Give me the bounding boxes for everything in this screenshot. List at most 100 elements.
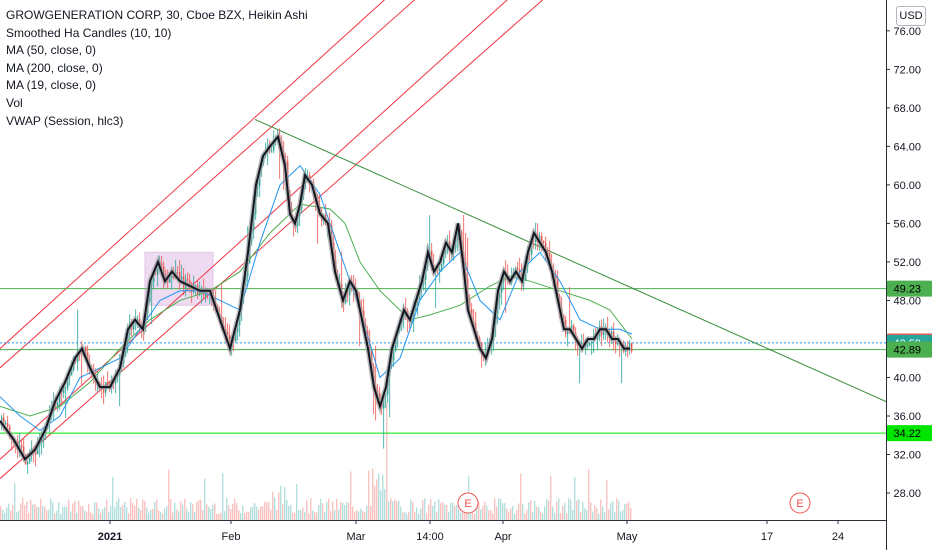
volume-bar bbox=[30, 499, 32, 520]
volume-bar bbox=[160, 511, 162, 520]
candle-body bbox=[179, 272, 181, 280]
volume-bar bbox=[72, 503, 74, 520]
volume-bar bbox=[556, 501, 558, 520]
volume-bar bbox=[354, 511, 356, 520]
volume-bar bbox=[420, 508, 422, 520]
volume-bar bbox=[302, 507, 304, 520]
earnings-label: E bbox=[796, 498, 803, 510]
volume-bar bbox=[40, 498, 42, 520]
volume-bar bbox=[412, 501, 414, 520]
volume-bar bbox=[204, 478, 206, 520]
candle-body bbox=[541, 236, 543, 242]
volume-bar bbox=[306, 500, 308, 520]
legend-indicator-vwap[interactable]: VWAP (Session, hlc3) bbox=[6, 113, 124, 128]
volume-bar bbox=[24, 505, 26, 520]
volume-bar bbox=[592, 511, 594, 520]
volume-bar bbox=[202, 510, 204, 520]
legend-indicator-ma19[interactable]: MA (19, close, 0) bbox=[6, 78, 97, 93]
volume-bar bbox=[316, 512, 318, 520]
volume-bar bbox=[604, 512, 606, 520]
volume-bar bbox=[576, 500, 578, 520]
candle-body bbox=[85, 346, 87, 353]
volume-bar bbox=[2, 510, 4, 520]
volume-bar bbox=[432, 505, 434, 520]
legend-indicator-ma200[interactable]: MA (200, close, 0) bbox=[6, 60, 103, 75]
volume-bar bbox=[20, 503, 22, 520]
volume-bar bbox=[252, 506, 254, 520]
earnings-circle bbox=[457, 492, 479, 514]
legend-indicator-ma50[interactable]: MA (50, close, 0) bbox=[6, 43, 97, 58]
time-tick-label: Feb bbox=[222, 531, 241, 543]
candle-body bbox=[27, 461, 29, 465]
volume-bar bbox=[200, 499, 202, 520]
volume-bar bbox=[146, 507, 148, 520]
volume-bar bbox=[52, 502, 54, 520]
volume-bar bbox=[374, 485, 376, 520]
volume-bar bbox=[84, 510, 86, 520]
volume-bar bbox=[422, 500, 424, 520]
volume-bar bbox=[42, 506, 44, 520]
volume-bar bbox=[254, 503, 256, 520]
volume-bar bbox=[4, 512, 6, 520]
volume-bar bbox=[62, 506, 64, 520]
price-tick-label: 56.00 bbox=[893, 218, 921, 230]
volume-bar bbox=[212, 504, 214, 520]
volume-bar bbox=[368, 470, 370, 520]
smoothed-ha-line bbox=[0, 134, 630, 461]
candles bbox=[1, 128, 633, 474]
volume-bar bbox=[622, 509, 624, 520]
volume-bar bbox=[100, 512, 102, 520]
volume-bar bbox=[270, 509, 272, 520]
volume-bar bbox=[438, 499, 440, 520]
volume-bar bbox=[50, 498, 52, 520]
volume-bar bbox=[244, 512, 246, 520]
volume-bar bbox=[86, 511, 88, 520]
volume-bar bbox=[256, 506, 258, 520]
volume-bar bbox=[542, 513, 544, 520]
volume-bar bbox=[328, 498, 330, 520]
volume-bar bbox=[554, 512, 556, 520]
volume-bar bbox=[572, 509, 574, 520]
candle-body bbox=[205, 294, 207, 296]
legend-indicator-smoothed-ha[interactable]: Smoothed Ha Candles (10, 10) bbox=[6, 25, 172, 40]
volume-bar bbox=[430, 499, 432, 520]
volume-bar bbox=[436, 512, 438, 520]
volume-bar bbox=[82, 506, 84, 520]
volume-bar bbox=[366, 505, 368, 520]
volume-bar bbox=[194, 511, 196, 520]
volume-bar bbox=[530, 499, 532, 520]
volume-bar bbox=[18, 510, 20, 520]
candle-body bbox=[613, 331, 615, 342]
volume-bar bbox=[434, 501, 436, 520]
volume-bar bbox=[170, 498, 172, 520]
legend-indicator-vol[interactable]: Vol bbox=[6, 95, 23, 110]
volume-bar bbox=[364, 512, 366, 520]
price-label: 34.22 bbox=[893, 428, 921, 440]
volume-bar bbox=[116, 501, 118, 520]
volume-bar bbox=[304, 511, 306, 520]
volume-bar bbox=[330, 511, 332, 520]
candle-body bbox=[67, 377, 69, 388]
currency-button[interactable]: USD bbox=[896, 6, 926, 26]
volume-bar bbox=[102, 509, 104, 520]
candle-body bbox=[271, 150, 273, 152]
volume-bar bbox=[402, 512, 404, 520]
candle-body bbox=[603, 328, 605, 336]
volume-bar bbox=[376, 479, 378, 520]
volume-bar bbox=[512, 505, 514, 520]
volume-bar bbox=[152, 508, 154, 520]
volume-bar bbox=[112, 476, 114, 520]
candle-body bbox=[597, 336, 599, 340]
volume-bar bbox=[300, 510, 302, 520]
volume-bar bbox=[504, 503, 506, 520]
volume-bar bbox=[508, 512, 510, 520]
volume-bar bbox=[198, 500, 200, 520]
volume-bar bbox=[606, 480, 608, 520]
volume-bar bbox=[562, 505, 564, 520]
volume-bar bbox=[232, 503, 234, 520]
candle-body bbox=[393, 350, 395, 361]
volume-bar bbox=[418, 513, 420, 520]
volume-bar bbox=[568, 498, 570, 520]
